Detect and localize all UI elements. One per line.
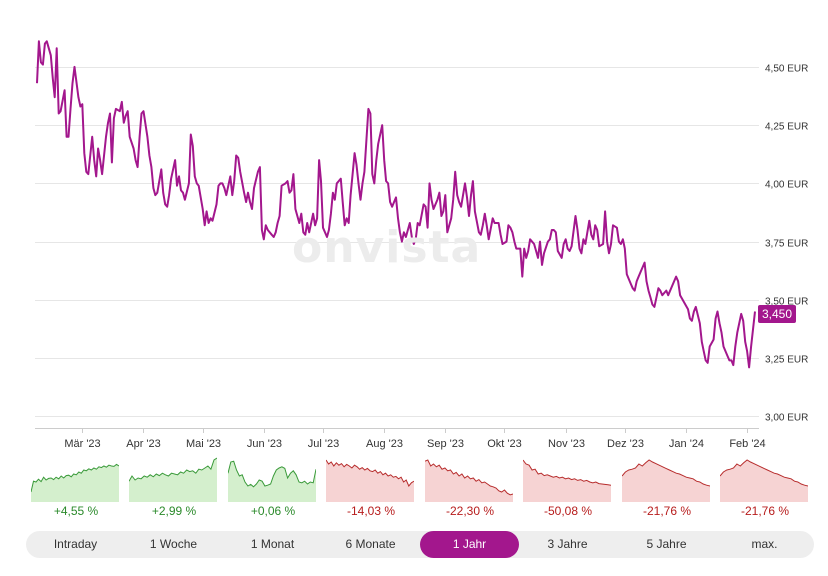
x-tick-label: Mai '23 (186, 438, 221, 450)
sparkline-area (228, 461, 316, 502)
period-tabs: Intraday 1 Woche 1 Monat 6 Monate 1 Jahr 3 Ja… (26, 531, 814, 558)
sparkline-3 (326, 456, 416, 502)
x-tick-label: Aug '23 (366, 438, 403, 450)
performance-value: -50,08 % (543, 504, 593, 518)
sparkline-4 (425, 456, 515, 502)
x-tick-label: Jul '23 (308, 438, 339, 450)
tab-period[interactable]: 5 Jahre (646, 537, 687, 551)
tab-period[interactable]: max. (751, 537, 778, 551)
y-axis: 3,00 EUR 3,25 EUR 3,50 EUR 3,75 EUR 4,00 EUR… (765, 64, 808, 424)
sparkline-2 (228, 456, 318, 502)
sparkline-area (720, 460, 808, 502)
sparkline-line (31, 463, 119, 493)
performance-value: -21,76 % (642, 504, 692, 518)
performance-value: -21,76 % (740, 504, 790, 518)
performance-value: +2,99 % (151, 504, 197, 518)
y-tick-label: 4,50 EUR (765, 64, 808, 75)
x-tick-label: Sep '23 (427, 438, 464, 450)
tab-period[interactable]: 3 Jahre (547, 537, 588, 551)
chart-grid (35, 67, 759, 417)
sparkline-line (228, 460, 316, 488)
tab-period[interactable]: 6 Monate (345, 537, 396, 551)
x-tick-label: Mär '23 (64, 438, 100, 450)
sparkline-6 (622, 456, 712, 502)
tab-period[interactable]: Intraday (53, 537, 98, 551)
price-line (36, 40, 756, 369)
y-tick-label: 3,50 EUR (765, 297, 808, 308)
x-tick-label: Dez '23 (607, 438, 644, 450)
y-tick-label: 4,00 EUR (765, 180, 808, 191)
y-tick-label: 3,25 EUR (765, 355, 808, 366)
x-tick-label: Jun '23 (247, 438, 282, 450)
x-tick-label: Apr '23 (126, 438, 161, 450)
y-tick-label: 3,75 EUR (765, 239, 808, 250)
performance-value: -22,30 % (445, 504, 495, 518)
x-tick-label: Jan '24 (669, 438, 704, 450)
last-price-badge: 3,450 (758, 305, 796, 323)
sparkline-area (31, 464, 119, 502)
sparkline-line (720, 459, 808, 487)
sparkline-0 (31, 456, 121, 502)
x-tick-label: Nov '23 (548, 438, 585, 450)
price-chart[interactable]: 3,00 EUR 3,25 EUR 3,50 EUR 3,75 EUR 4,00 EUR… (0, 0, 828, 456)
x-axis: Mär '23 Apr '23 Mai '23 Jun '23 Jul '23 Aug '… (35, 428, 766, 450)
sparkline-line (326, 459, 414, 487)
tab-period[interactable]: 1 Monat (250, 537, 295, 551)
sparkline-1 (129, 456, 219, 502)
performance-value: +0,06 % (250, 504, 296, 518)
sparkline-line (523, 459, 611, 486)
tab-period[interactable]: 1 Woche (149, 537, 198, 551)
tab-period[interactable]: 1 Jahr (420, 531, 519, 558)
sparkline-area (326, 460, 414, 502)
y-tick-label: 3,00 EUR (765, 413, 808, 424)
sparkline-7 (720, 456, 810, 502)
sparkline-line (622, 459, 710, 487)
performance-value: +4,55 % (53, 504, 99, 518)
sparkline-area (129, 458, 217, 502)
sparkline-line (425, 459, 513, 496)
sparkline-5 (523, 456, 613, 502)
onvista-watermark: onvista (292, 222, 482, 273)
y-tick-label: 4,25 EUR (765, 122, 808, 133)
sparkline-area (523, 460, 611, 502)
sparkline-line (129, 457, 217, 482)
x-tick-label: Okt '23 (487, 438, 522, 450)
sparkline-area (622, 460, 710, 502)
x-tick-label: Feb '24 (729, 438, 765, 450)
performance-value: -14,03 % (346, 504, 396, 518)
